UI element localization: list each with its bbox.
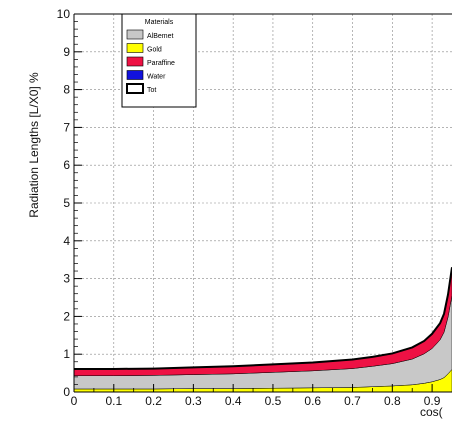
legend-label-water: Water xyxy=(147,74,166,81)
y-tick-label: 4 xyxy=(63,234,70,248)
legend: Materials AlBemet Gold Paraffine Water Tot xyxy=(121,13,197,108)
x-tick-label: 0 xyxy=(71,394,78,408)
legend-swatch-tot xyxy=(126,83,144,94)
y-tick-label: 3 xyxy=(63,272,70,286)
grid xyxy=(74,14,452,392)
y-tick-label: 9 xyxy=(63,45,70,59)
legend-swatch-albemet xyxy=(126,29,144,40)
y-tick-label: 5 xyxy=(63,196,70,210)
x-tick-label: 0.3 xyxy=(185,394,202,408)
line-tot xyxy=(74,267,452,370)
area-paraffine xyxy=(73,268,452,376)
legend-entries: AlBemet Gold Paraffine Water Tot xyxy=(126,29,175,94)
x-axis-label: cos( xyxy=(420,405,443,419)
legend-label-paraffine: Paraffine xyxy=(147,60,175,67)
legend-label-gold: Gold xyxy=(147,47,162,54)
legend-swatch-paraffine xyxy=(126,56,144,67)
y-tick-label: 2 xyxy=(63,309,70,323)
x-tick-label: 0.2 xyxy=(145,394,162,408)
y-tick-label: 10 xyxy=(57,7,71,21)
stacked-areas xyxy=(73,267,452,393)
y-tick-label: 7 xyxy=(63,120,70,134)
x-tick-label: 0.6 xyxy=(304,394,321,408)
x-tick-label: 0.9 xyxy=(424,394,441,408)
legend-swatch-gold xyxy=(126,43,144,53)
x-tick-label: 0.1 xyxy=(105,394,122,408)
legend-label-albemet: AlBemet xyxy=(147,33,174,40)
y-tick-label: 8 xyxy=(63,83,70,97)
x-tick-label: 0.8 xyxy=(384,394,401,408)
legend-label-tot: Tot xyxy=(147,87,156,94)
legend-swatch-water xyxy=(126,70,144,80)
y-tick-label: 1 xyxy=(63,347,70,361)
y-axis-label: Radiation Lengths [L/X0] % xyxy=(27,72,41,218)
y-tick-label: 0 xyxy=(63,385,70,399)
legend-title: Materials xyxy=(145,19,174,26)
x-tick-label: 0.5 xyxy=(265,394,282,408)
ticks: 0 0.1 0.2 0.3 0.4 0.5 0.6 0.7 0.8 0.9 0 1 2 3 4 5 6 7 8 9 10 xyxy=(57,7,441,408)
y-tick-label: 6 xyxy=(63,158,70,172)
x-tick-label: 0.4 xyxy=(225,394,242,408)
x-tick-label: 0.7 xyxy=(344,394,361,408)
